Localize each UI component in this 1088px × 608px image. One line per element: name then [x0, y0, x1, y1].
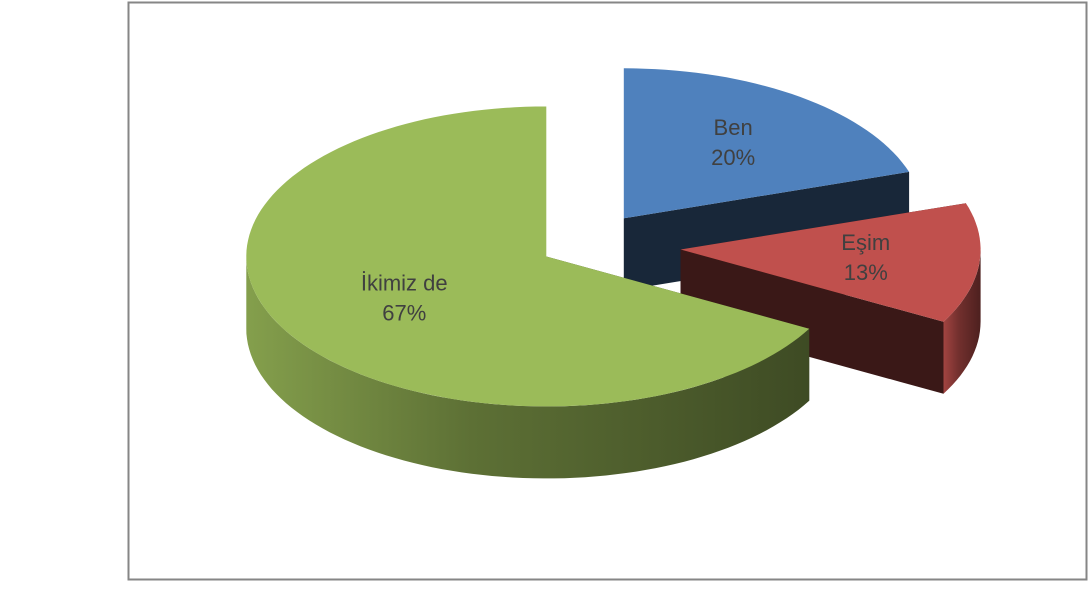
slice-wall — [943, 249, 981, 394]
slice-side — [680, 249, 944, 394]
slice-group — [680, 203, 981, 394]
pie-slice — [623, 68, 910, 219]
slice-wall — [246, 256, 810, 479]
pie-slice — [680, 203, 981, 322]
slice-value-label: 13% — [844, 260, 888, 285]
slice-value-label: 67% — [382, 300, 426, 325]
slice-category-label: Eşim — [841, 230, 890, 255]
slice-value-label: 20% — [711, 145, 755, 170]
pie-slice — [246, 106, 810, 407]
slice-category-label: İkimiz de — [361, 270, 448, 295]
slice-category-label: Ben — [714, 115, 753, 140]
slice-group — [246, 106, 810, 479]
